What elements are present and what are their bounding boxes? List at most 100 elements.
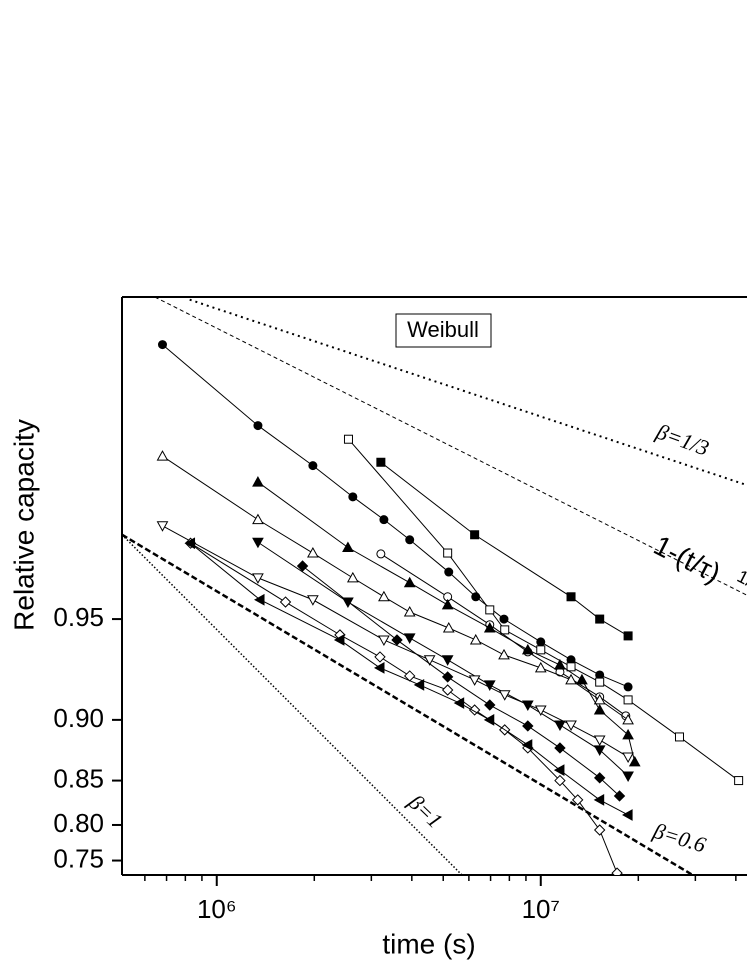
data-point [441, 598, 454, 610]
data-point [553, 764, 565, 776]
data-point [470, 530, 480, 540]
data-point [253, 421, 263, 431]
data-point [565, 673, 577, 685]
data-point [593, 772, 606, 784]
data-point [593, 735, 606, 746]
data-point [595, 614, 605, 624]
data-point [566, 662, 576, 672]
data-point [554, 774, 566, 787]
data-point [403, 605, 416, 617]
y-tick-label: 0.85 [53, 763, 104, 793]
data-point [499, 614, 509, 624]
data-point [593, 693, 606, 705]
reference-line [154, 297, 747, 596]
data-point [483, 714, 495, 726]
data-point [483, 680, 496, 691]
data-point [554, 658, 566, 670]
data-point [534, 705, 547, 717]
data-point [536, 645, 546, 655]
data-point [623, 695, 633, 705]
formula-label: 1-(t/τ) 1/2 [649, 529, 747, 595]
data-point [403, 633, 416, 644]
y-tick-label: 0.75 [53, 843, 104, 873]
data-point [734, 776, 744, 786]
data-point [296, 560, 309, 572]
data-point [342, 597, 354, 609]
series-line [348, 438, 739, 781]
data-point [307, 547, 319, 558]
data-point [441, 655, 454, 666]
data-point [348, 492, 358, 502]
reference-line [122, 533, 694, 875]
data-point [613, 790, 626, 802]
data-point [500, 625, 510, 635]
data-point [593, 824, 606, 836]
data-point [571, 794, 584, 806]
annotation-box [395, 313, 492, 348]
data-point [184, 537, 196, 550]
series-line [380, 461, 629, 637]
plot-area [122, 297, 747, 875]
data-point [157, 340, 167, 350]
data-point [378, 635, 390, 646]
beta-label: β=1 [403, 789, 448, 833]
data-point [593, 703, 606, 715]
data-point [307, 595, 319, 606]
data-point [522, 720, 534, 732]
data-point [576, 673, 588, 685]
data-point [483, 621, 496, 633]
data-point [391, 634, 403, 646]
data-point [484, 699, 496, 711]
data-point [441, 684, 454, 696]
y-tick-label: 0.90 [53, 703, 104, 733]
data-point [593, 794, 605, 806]
data-point [253, 593, 265, 606]
formula-exponent: 1/2 [734, 566, 747, 595]
data-point [343, 434, 353, 444]
data-point [622, 728, 634, 740]
data-point [554, 742, 566, 754]
data-point [444, 567, 454, 577]
data-point [628, 755, 641, 767]
data-point [469, 633, 482, 645]
x-tick-label: 10⁷ [522, 894, 560, 924]
y-tick-label: 0.80 [53, 808, 104, 838]
data-point [156, 450, 169, 461]
data-point [342, 541, 354, 553]
x-axis-label: time (s) [382, 928, 475, 959]
data-point [485, 605, 495, 615]
series-line [302, 565, 620, 797]
data-point [611, 867, 623, 875]
data-point [346, 571, 359, 583]
data-point [623, 682, 633, 692]
data-point [378, 590, 390, 602]
data-point [521, 739, 533, 751]
data-point [441, 671, 454, 683]
data-point [156, 521, 169, 532]
y-axis-label: Relative capacity [8, 419, 39, 631]
data-point [252, 537, 264, 549]
data-point [468, 675, 481, 686]
reference-line [189, 298, 747, 486]
data-point [453, 697, 465, 709]
data-point [308, 461, 318, 471]
data-point [405, 535, 415, 545]
data-point [403, 576, 416, 588]
data-point [565, 720, 577, 731]
data-point [566, 592, 576, 602]
data-point [622, 713, 634, 725]
data-point [374, 651, 386, 663]
data-point [521, 643, 534, 655]
data-point [442, 621, 455, 633]
data-point [252, 476, 264, 487]
data-point [534, 661, 547, 673]
series-line [162, 344, 629, 688]
data-point [252, 573, 264, 584]
data-point [252, 513, 264, 525]
data-point [423, 655, 436, 666]
data-point [443, 548, 453, 558]
annotation-label: Weibull [407, 317, 479, 342]
series-line [257, 481, 636, 763]
data-point [376, 549, 386, 559]
